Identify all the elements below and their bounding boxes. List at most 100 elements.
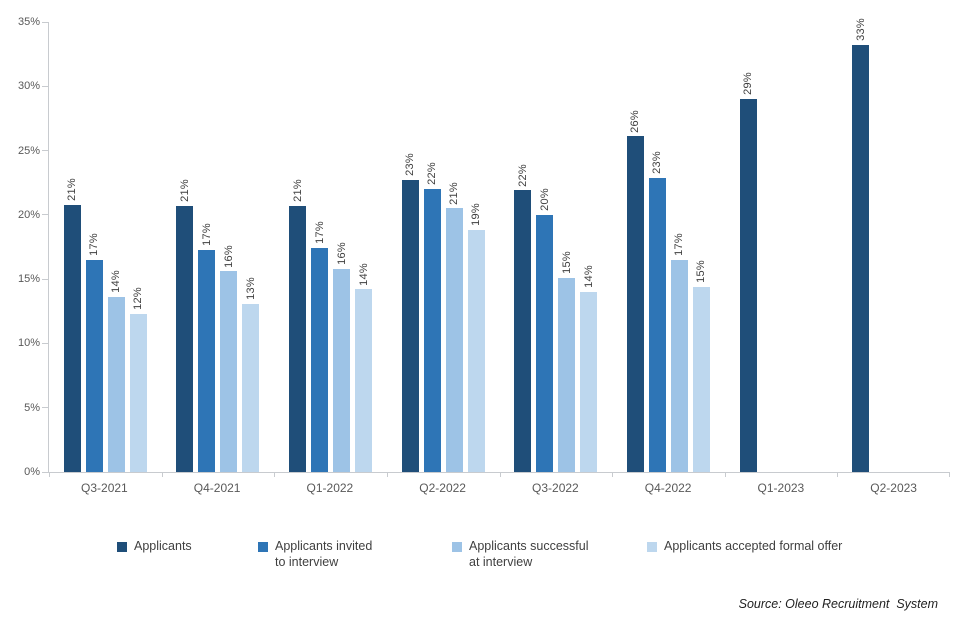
x-axis-category-label: Q1-2022: [306, 481, 354, 495]
bar-value-label: 15%: [560, 250, 573, 274]
y-axis-tick-label: 10%: [17, 337, 40, 350]
bar: 22%: [514, 164, 532, 472]
bar: 21%: [176, 179, 194, 472]
x-axis-tick: [274, 472, 276, 477]
bar: 14%: [355, 263, 373, 472]
y-axis-tick: [42, 407, 49, 409]
bar: 26%: [626, 110, 644, 472]
bar-value-label: 21%: [448, 181, 461, 205]
y-axis-tick-label: 30%: [17, 80, 40, 93]
bar-group: 21% 17% 16% 13%: [162, 22, 275, 472]
bar: 16%: [220, 245, 238, 472]
bar-value-label: 15%: [695, 259, 708, 283]
bar: 17%: [670, 233, 688, 472]
bar: 20%: [536, 188, 554, 472]
bar-value-label: 19%: [470, 203, 483, 227]
legend-item: Applicants successful at interview: [452, 538, 647, 571]
bar: 17%: [311, 221, 329, 472]
x-axis-tick: [499, 472, 501, 477]
x-axis-category-label: Q2-2022: [419, 481, 466, 495]
bar-value-label: 14%: [582, 265, 595, 288]
y-axis-tick: [42, 278, 49, 280]
x-axis-tick: [386, 472, 388, 477]
x-axis-category-label: Q4-2021: [193, 481, 241, 495]
bar-value-label: 17%: [313, 221, 326, 245]
bar-value-label: 21%: [178, 178, 191, 202]
bar-value-label: 22%: [426, 162, 439, 186]
bar-value-label: 16%: [222, 244, 235, 268]
x-axis-tick: [49, 472, 50, 477]
bar: 15%: [558, 251, 576, 472]
bar: 21%: [445, 182, 463, 472]
bar-value-label: 20%: [538, 187, 551, 211]
bar-group: 23% 22% 21% 19%: [387, 22, 500, 472]
source-note: Source: Oleeo Recruitment System: [738, 597, 938, 611]
legend-swatch: [258, 542, 268, 552]
x-axis-category-label: Q3-2022: [532, 481, 579, 495]
x-axis-category-label: Q1-2023: [757, 481, 805, 495]
bar: 29%: [739, 72, 757, 472]
y-axis-tick: [42, 85, 49, 87]
legend-label: Applicants successful at interview: [469, 539, 589, 570]
x-axis-tick: [161, 472, 163, 477]
bar-group: 22% 20% 15% 14%: [500, 22, 613, 472]
legend-item: Applicants accepted formal offer: [647, 538, 842, 571]
legend-label: Applicants: [134, 539, 192, 553]
y-axis-tick-label: 25%: [17, 144, 40, 157]
y-axis-tick: [42, 214, 49, 216]
x-axis-category-label: Q3-2021: [81, 481, 128, 495]
bar: 15%: [692, 260, 710, 472]
bar-group: 29%: [725, 22, 838, 472]
bar: 14%: [580, 265, 598, 472]
bar-value-label: 14%: [357, 262, 370, 286]
y-axis-tick: [42, 21, 49, 23]
bar-value-label: 33%: [854, 18, 867, 42]
bar-value-label: 22%: [516, 163, 529, 187]
bar: 19%: [467, 203, 485, 472]
y-axis-tick-label: 35%: [17, 16, 40, 28]
bar: 14%: [107, 270, 125, 472]
y-axis-tick-label: 20%: [17, 208, 40, 221]
legend-swatch: [117, 542, 127, 552]
bar-value-label: 26%: [629, 109, 642, 133]
legend-label: Applicants invited to interview: [275, 539, 373, 570]
x-axis-tick: [724, 472, 726, 477]
legend-item: Applicants invited to interview: [258, 538, 452, 571]
bar: 33%: [852, 18, 870, 472]
bar-value-label: 17%: [673, 232, 686, 256]
x-axis-labels: Q3-2021 Q4-2021 Q1-2022 Q2-2022 Q3-2022 Q4-20…: [48, 481, 950, 495]
bar-value-label: 17%: [200, 222, 213, 246]
bar: 22%: [423, 162, 441, 472]
x-axis-tick: [949, 472, 950, 477]
bar-group: 26% 23% 17% 15%: [612, 22, 725, 472]
bar-value-label: 12%: [132, 286, 145, 310]
legend-item: Applicants: [117, 538, 258, 571]
bar-value-label: 29%: [742, 72, 755, 96]
bar-value-label: 14%: [110, 270, 123, 294]
bar: 23%: [648, 151, 666, 472]
bar: 13%: [242, 277, 260, 472]
chart-legend: Applicants Applicants invited to intervie…: [117, 538, 842, 571]
bar: 21%: [289, 179, 307, 472]
bar: 17%: [85, 233, 103, 472]
bar-group: 33%: [837, 18, 950, 472]
bar-value-label: 13%: [244, 276, 257, 300]
bar: 12%: [129, 287, 147, 472]
y-axis-tick: [42, 150, 49, 152]
bar-value-label: 23%: [404, 153, 417, 177]
bar: 23%: [401, 153, 419, 472]
bar-value-label: 16%: [335, 241, 348, 265]
bar: 21%: [63, 178, 81, 472]
legend-swatch: [647, 542, 657, 552]
bar-group: 21% 17% 16% 14%: [274, 22, 387, 472]
y-axis-tick-label: 15%: [17, 273, 40, 286]
y-axis-tick: [42, 342, 49, 344]
y-axis-tick-label: 5%: [24, 401, 40, 414]
bar-value-label: 17%: [88, 232, 101, 256]
bar-value-label: 21%: [291, 178, 304, 202]
x-axis-tick: [612, 472, 614, 477]
x-axis-category-label: Q2-2023: [870, 481, 917, 495]
plot-area: 21% 17% 14% 12% 21% 17% 16% 13% 21% 17% 16% 14% 23% 2…: [18, 16, 950, 478]
legend-label: Applicants accepted formal offer: [664, 539, 843, 553]
